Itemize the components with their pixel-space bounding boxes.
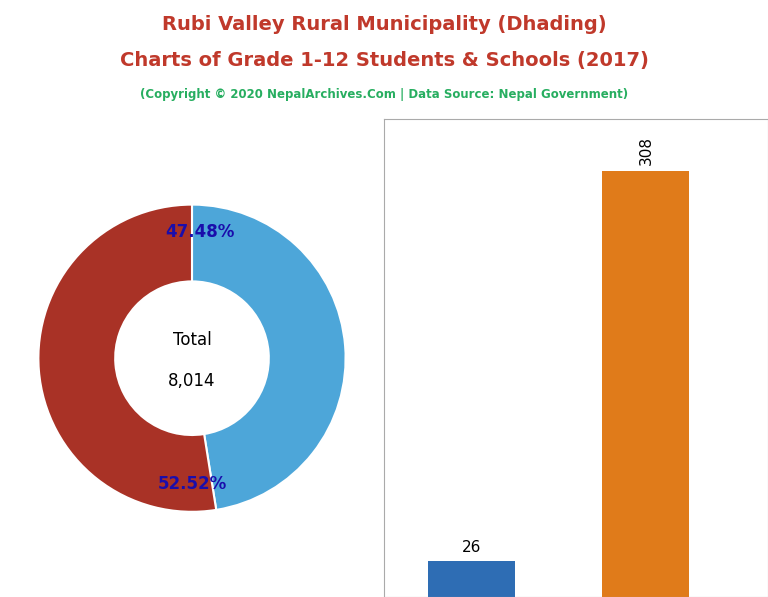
Text: 8,014: 8,014 (168, 373, 216, 390)
Text: Total: Total (173, 331, 211, 349)
Text: 52.52%: 52.52% (157, 475, 227, 493)
Text: 308: 308 (638, 136, 654, 165)
Bar (428, 561, 515, 597)
Text: (Copyright © 2020 NepalArchives.Com | Data Source: Nepal Government): (Copyright © 2020 NepalArchives.Com | Da… (140, 88, 628, 101)
Text: 26: 26 (462, 540, 481, 555)
Bar (602, 171, 690, 597)
Wedge shape (38, 205, 217, 512)
Text: Charts of Grade 1-12 Students & Schools (2017): Charts of Grade 1-12 Students & Schools … (120, 51, 648, 70)
Wedge shape (192, 205, 346, 510)
Text: 47.48%: 47.48% (165, 223, 234, 241)
Text: Rubi Valley Rural Municipality (Dhading): Rubi Valley Rural Municipality (Dhading) (162, 15, 606, 34)
